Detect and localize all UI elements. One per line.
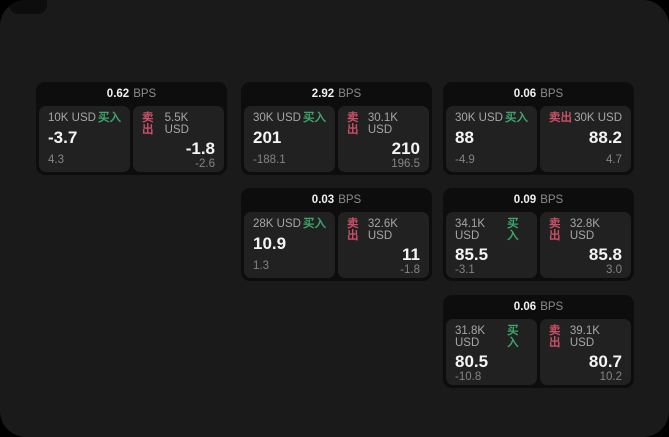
bps-unit: BPS bbox=[540, 301, 564, 313]
buy-panel[interactable]: 34.1K USD 买入 85.5 -3.1 bbox=[446, 212, 537, 278]
buy-panel[interactable]: 30K USD 买入 88 -4.9 bbox=[446, 106, 537, 172]
sell-amount: 5.5K USD bbox=[164, 112, 189, 136]
sell-panel[interactable]: 卖出 39.1K USD 80.7 10.2 bbox=[540, 319, 631, 385]
quote-panels: 30K USD 买入 88 -4.9 卖出 30K USD 88.2 4.7 bbox=[446, 106, 631, 172]
buy-side-label: 买入 bbox=[303, 112, 326, 124]
top-left-tab bbox=[9, 0, 47, 14]
bps-unit: BPS bbox=[540, 88, 564, 100]
bps-value: 0.09 bbox=[513, 194, 537, 206]
buy-side-label: 买入 bbox=[303, 218, 326, 230]
buy-side-label: 买入 bbox=[507, 218, 519, 242]
buy-sub-value: -3.1 bbox=[455, 263, 475, 276]
quote-card-4: 0.03 BPS 28K USD 买入 10.9 1.3 卖出 32.6K US… bbox=[241, 188, 432, 281]
buy-amount: 10K USD bbox=[48, 112, 96, 124]
sell-sub-value: 196.5 bbox=[391, 157, 420, 170]
quote-card-3: 0.06 BPS 30K USD 买入 88 -4.9 卖出 30K USD 8… bbox=[443, 82, 634, 175]
quote-panels: 10K USD 买入 -3.7 4.3 卖出 5.5K USD -1.8 -2.… bbox=[39, 106, 224, 172]
bps-unit: BPS bbox=[338, 194, 362, 206]
buy-side-label: 买入 bbox=[98, 112, 121, 124]
sell-sub-value: 10.2 bbox=[599, 370, 622, 383]
buy-main-value: 88 bbox=[455, 127, 474, 147]
bps-value: 0.06 bbox=[513, 88, 537, 100]
quote-card-1: 0.62 BPS 10K USD 买入 -3.7 4.3 卖出 5.5K USD… bbox=[36, 82, 227, 175]
buy-sub-value: 1.3 bbox=[253, 259, 269, 272]
sell-panel[interactable]: 卖出 32.6K USD 11 -1.8 bbox=[338, 212, 429, 278]
card-header: 0.09 BPS bbox=[446, 188, 631, 212]
quote-panels: 28K USD 买入 10.9 1.3 卖出 32.6K USD 11 -1.8 bbox=[244, 212, 429, 278]
quote-card-6: 0.06 BPS 31.8K USD 买入 80.5 -10.8 卖出 39.1… bbox=[443, 295, 634, 388]
sell-side-label: 卖出 bbox=[549, 218, 561, 242]
buy-sub-value: -4.9 bbox=[455, 153, 475, 166]
quote-panels: 31.8K USD 买入 80.5 -10.8 卖出 39.1K USD 80.… bbox=[446, 319, 631, 385]
sell-side-label: 卖出 bbox=[347, 218, 359, 242]
buy-sub-value: -188.1 bbox=[253, 153, 286, 166]
quote-card-5: 0.09 BPS 34.1K USD 买入 85.5 -3.1 卖出 32.8K… bbox=[443, 188, 634, 281]
sell-side-label: 卖出 bbox=[347, 112, 359, 136]
buy-amount: 28K USD bbox=[253, 218, 301, 230]
sell-amount: 32.6K USD bbox=[367, 218, 398, 242]
bps-unit: BPS bbox=[338, 88, 362, 100]
sell-main-value: 11 bbox=[402, 245, 420, 264]
buy-main-value: 85.5 bbox=[455, 245, 489, 264]
card-header: 0.06 BPS bbox=[446, 82, 631, 106]
sell-amount: 30.1K USD bbox=[367, 112, 398, 136]
sell-sub-value: 3.0 bbox=[606, 263, 622, 276]
bps-value: 2.92 bbox=[311, 88, 335, 100]
sell-side-label: 卖出 bbox=[549, 325, 561, 349]
bps-unit: BPS bbox=[540, 194, 564, 206]
buy-amount: 30K USD bbox=[455, 112, 503, 124]
buy-side-label: 买入 bbox=[505, 112, 528, 124]
buy-sub-value: -10.8 bbox=[455, 370, 482, 383]
buy-main-value: 10.9 bbox=[253, 233, 287, 253]
bps-unit: BPS bbox=[133, 88, 157, 100]
sell-main-value: 80.7 bbox=[588, 352, 622, 371]
sell-main-value: 85.8 bbox=[588, 245, 622, 264]
sell-side-label: 卖出 bbox=[549, 112, 572, 124]
sell-side-label: 卖出 bbox=[142, 112, 154, 136]
buy-side-label: 买入 bbox=[507, 325, 519, 349]
sell-amount: 39.1K USD bbox=[569, 325, 600, 349]
buy-panel[interactable]: 31.8K USD 买入 80.5 -10.8 bbox=[446, 319, 537, 385]
buy-amount: 34.1K USD bbox=[455, 218, 486, 242]
buy-main-value: -3.7 bbox=[48, 127, 78, 147]
buy-panel[interactable]: 10K USD 买入 -3.7 4.3 bbox=[39, 106, 130, 172]
sell-amount: 30K USD bbox=[574, 112, 622, 124]
sell-panel[interactable]: 卖出 30.1K USD 210 196.5 bbox=[338, 106, 429, 172]
bps-value: 0.03 bbox=[311, 194, 335, 206]
buy-amount: 31.8K USD bbox=[455, 325, 486, 349]
sell-panel[interactable]: 卖出 5.5K USD -1.8 -2.6 bbox=[133, 106, 224, 172]
bps-value: 0.06 bbox=[513, 301, 537, 313]
card-header: 2.92 BPS bbox=[244, 82, 429, 106]
sell-amount: 32.8K USD bbox=[569, 218, 600, 242]
buy-main-value: 80.5 bbox=[455, 352, 489, 371]
sell-main-value: 210 bbox=[391, 139, 420, 158]
quote-card-2: 2.92 BPS 30K USD 买入 201 -188.1 卖出 30.1K … bbox=[241, 82, 432, 175]
sell-panel[interactable]: 卖出 32.8K USD 85.8 3.0 bbox=[540, 212, 631, 278]
sell-panel[interactable]: 卖出 30K USD 88.2 4.7 bbox=[540, 106, 631, 172]
buy-sub-value: 4.3 bbox=[48, 153, 64, 166]
bps-value: 0.62 bbox=[106, 88, 130, 100]
card-header: 0.03 BPS bbox=[244, 188, 429, 212]
sell-main-value: -1.8 bbox=[185, 139, 215, 158]
card-header: 0.62 BPS bbox=[39, 82, 224, 106]
buy-panel[interactable]: 30K USD 买入 201 -188.1 bbox=[244, 106, 335, 172]
sell-main-value: 88.2 bbox=[588, 127, 622, 147]
sell-sub-value: -2.6 bbox=[195, 157, 215, 170]
quote-panels: 34.1K USD 买入 85.5 -3.1 卖出 32.8K USD 85.8… bbox=[446, 212, 631, 278]
sell-sub-value: -1.8 bbox=[400, 263, 420, 276]
buy-main-value: 201 bbox=[253, 127, 282, 147]
buy-amount: 30K USD bbox=[253, 112, 301, 124]
quote-panels: 30K USD 买入 201 -188.1 卖出 30.1K USD 210 1… bbox=[244, 106, 429, 172]
buy-panel[interactable]: 28K USD 买入 10.9 1.3 bbox=[244, 212, 335, 278]
sell-sub-value: 4.7 bbox=[606, 153, 622, 166]
card-header: 0.06 BPS bbox=[446, 295, 631, 319]
